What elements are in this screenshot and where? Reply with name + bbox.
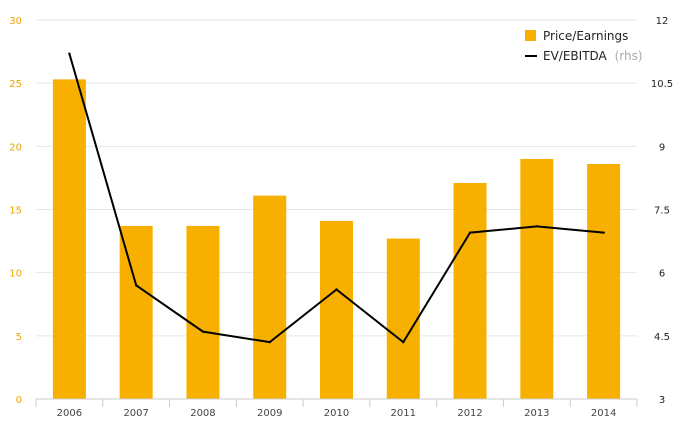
x-tick-label: 2008 xyxy=(190,408,215,419)
y-right-tick-label: 9 xyxy=(659,142,665,153)
y-right-tick-label: 10.5 xyxy=(651,79,673,90)
bar xyxy=(186,225,220,399)
bar-series xyxy=(52,79,621,400)
axes: 0 5 10 15 20 25 30 3 4.5 6 7.5 9 10.5 12 2006 2007 2008 2… xyxy=(9,16,673,419)
line-point xyxy=(335,288,338,291)
y-right-tick-label: 4.5 xyxy=(654,332,670,343)
y-left-tick-label: 10 xyxy=(9,269,22,280)
x-tick-label: 2010 xyxy=(324,408,349,419)
line-point xyxy=(535,225,539,228)
y-left-tick-label: 25 xyxy=(9,79,22,90)
bar xyxy=(520,158,554,399)
bar xyxy=(587,164,621,399)
legend-label-price-earnings: Price/Earnings xyxy=(543,29,628,43)
bar xyxy=(320,220,353,399)
bar xyxy=(453,182,487,399)
line-point xyxy=(268,340,271,344)
bar xyxy=(253,195,287,399)
x-tick-label: 2011 xyxy=(391,408,416,419)
legend: Price/Earnings EV/EBITDA (rhs) xyxy=(525,29,643,63)
x-tick-label: 2013 xyxy=(524,408,549,419)
y-right-tick-label: 7.5 xyxy=(654,206,670,217)
line-point xyxy=(468,231,472,234)
y-left-tick-label: 0 xyxy=(16,395,22,406)
legend-swatch-price-earnings xyxy=(525,30,536,41)
x-tick-label: 2014 xyxy=(591,408,616,419)
y-right-tick-label: 3 xyxy=(659,395,665,406)
bar xyxy=(119,225,153,399)
x-tick-label: 2007 xyxy=(123,408,148,419)
bar xyxy=(386,238,420,399)
x-tick-label: 2006 xyxy=(57,408,82,419)
y-left-tick-label: 5 xyxy=(16,332,22,343)
x-tick-label: 2012 xyxy=(457,408,482,419)
y-left-tick-label: 20 xyxy=(9,142,22,153)
legend-label-ev-ebitda: EV/EBITDA (rhs) xyxy=(543,49,643,63)
y-left-tick-label: 30 xyxy=(9,16,22,27)
y-right-tick-label: 6 xyxy=(659,269,665,280)
bar xyxy=(52,79,86,400)
legend-label-ev-ebitda-suffix: (rhs) xyxy=(615,49,643,63)
line-point xyxy=(68,52,71,55)
y-left-tick-label: 15 xyxy=(9,206,22,217)
line-point xyxy=(201,330,205,333)
line-point xyxy=(402,340,405,344)
legend-label-ev-ebitda-name: EV/EBITDA xyxy=(543,49,608,63)
y-right-tick-label: 12 xyxy=(656,16,669,27)
line-series xyxy=(68,52,605,344)
line-point xyxy=(602,231,605,234)
x-tick-label: 2009 xyxy=(257,408,282,419)
line-point xyxy=(134,284,138,287)
